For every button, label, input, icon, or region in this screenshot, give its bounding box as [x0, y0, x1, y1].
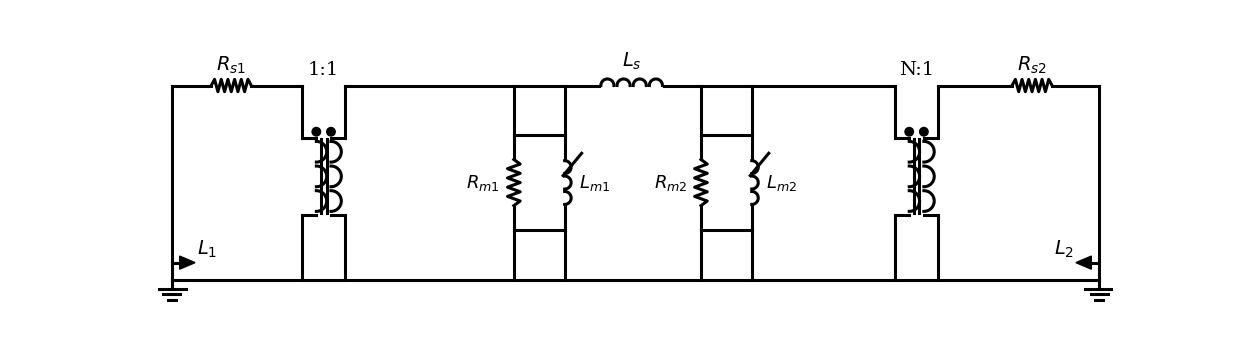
Circle shape [920, 127, 928, 136]
Polygon shape [1076, 256, 1091, 269]
Polygon shape [180, 256, 195, 269]
Text: $R_{m1}$: $R_{m1}$ [466, 172, 500, 193]
Circle shape [326, 127, 335, 136]
Circle shape [905, 127, 914, 136]
Text: $R_{m2}$: $R_{m2}$ [653, 172, 687, 193]
Text: 1:1: 1:1 [308, 61, 340, 79]
Text: $L_2$: $L_2$ [1054, 238, 1074, 260]
Text: $L_s$: $L_s$ [621, 50, 641, 72]
Text: $L_{m2}$: $L_{m2}$ [765, 172, 796, 193]
Circle shape [312, 127, 321, 136]
Text: $L_{m1}$: $L_{m1}$ [579, 172, 610, 193]
Text: $R_{s1}$: $R_{s1}$ [216, 54, 247, 76]
Text: $L_1$: $L_1$ [197, 238, 217, 260]
Text: $R_{s2}$: $R_{s2}$ [1017, 54, 1047, 76]
Text: N:1: N:1 [899, 61, 934, 79]
